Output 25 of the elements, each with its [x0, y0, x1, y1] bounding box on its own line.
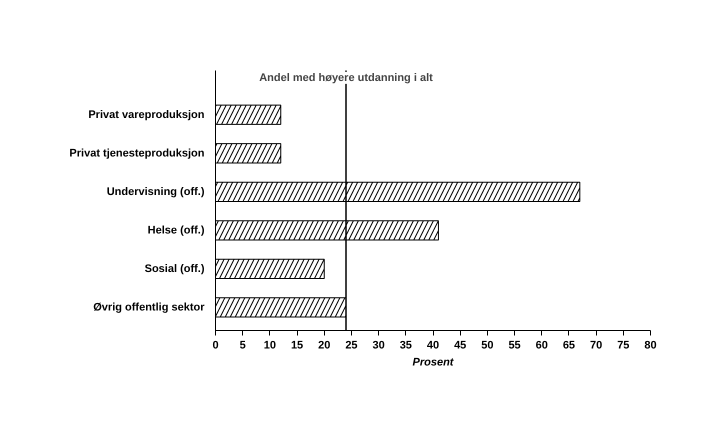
x-tick-label: 5	[240, 340, 246, 352]
x-tick-label: 40	[426, 340, 440, 352]
x-tick-label: 35	[400, 340, 412, 352]
x-tick-label: 65	[562, 340, 576, 352]
x-tick-label: 70	[590, 340, 602, 352]
x-tick-label: 25	[345, 340, 358, 352]
x-tick-label: 60	[536, 340, 548, 352]
x-tick-label: 50	[481, 340, 494, 352]
y-tick-label: Sosial (off.)	[144, 262, 205, 275]
x-axis-title: Prosent	[412, 356, 455, 368]
x-tick-label: 55	[508, 340, 521, 352]
y-tick-label: Privat tjenesteproduksjon	[69, 147, 205, 160]
x-tick-label: 30	[372, 340, 385, 352]
y-tick-label: Helse (off.)	[148, 224, 205, 236]
y-tick-label: Privat vareproduksjon	[88, 108, 205, 121]
ref-line-label: Andel med høyere utdanning i alt	[259, 72, 434, 84]
x-tick-label: 80	[644, 340, 657, 352]
x-tick-label: 15	[290, 340, 304, 352]
x-tick-label: 45	[454, 340, 466, 352]
y-tick-label: Øvrig offentlig sektor	[93, 301, 206, 314]
x-tick-label: 75	[617, 340, 630, 352]
y-tick-label: Undervisning (off.)	[106, 186, 205, 198]
x-tick-label: 20	[318, 340, 330, 352]
x-tick-label: 10	[264, 340, 276, 352]
x-tick-label: 0	[212, 340, 219, 352]
